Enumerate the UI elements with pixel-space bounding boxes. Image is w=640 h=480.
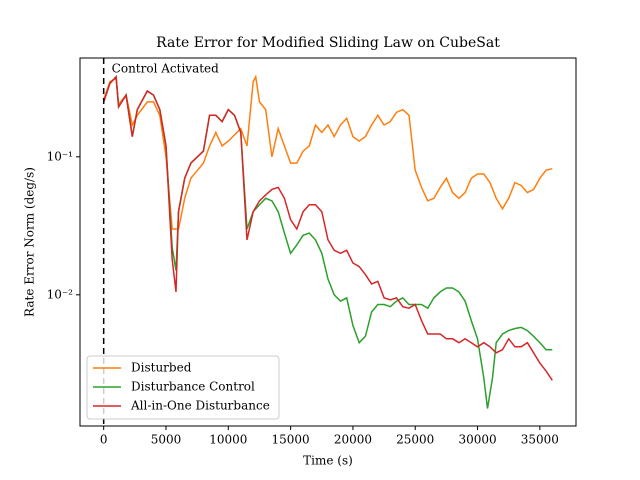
y-tick-label: 10⁻¹ — [47, 149, 73, 163]
x-tick-label: 5000 — [151, 433, 182, 447]
y-tick-label: 10⁻² — [47, 287, 74, 301]
legend-label: All-in-One Disturbance — [130, 399, 270, 413]
x-tick-label: 15000 — [272, 433, 310, 447]
chart-title: Rate Error for Modified Sliding Law on C… — [156, 35, 500, 51]
x-tick-label: 20000 — [334, 433, 372, 447]
x-tick-label: 0 — [100, 433, 108, 447]
legend-label: Disturbance Control — [131, 380, 255, 394]
x-tick-label: 30000 — [458, 433, 496, 447]
plot-frame — [79, 57, 577, 427]
y-axis-label: Rate Error Norm (deg/s) — [23, 167, 37, 317]
legend-label: Disturbed — [131, 361, 192, 375]
legend-box — [86, 355, 280, 420]
x-tick-label: 10000 — [209, 433, 247, 447]
annotation: Control Activated — [112, 62, 219, 76]
x-tick-label: 35000 — [521, 433, 559, 447]
x-axis-label: Time (s) — [303, 454, 353, 468]
series-line — [102, 75, 553, 381]
x-tick-label: 25000 — [396, 433, 434, 447]
